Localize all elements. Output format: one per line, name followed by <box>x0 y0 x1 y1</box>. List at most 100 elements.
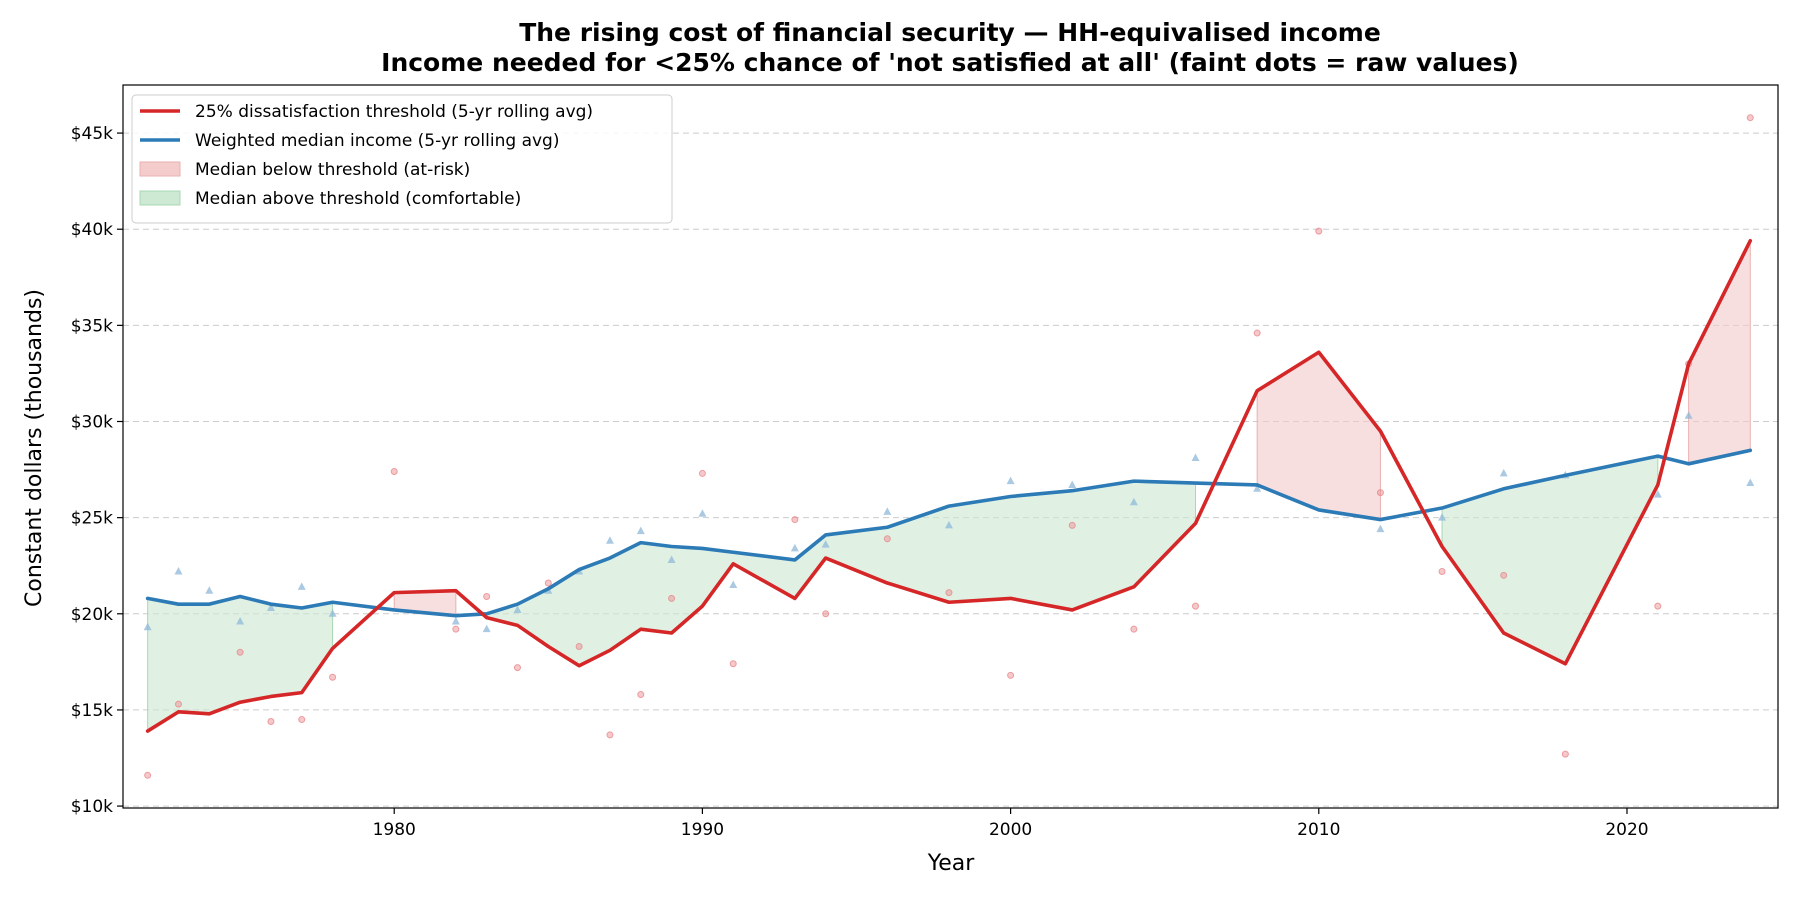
comfortable-area <box>1441 455 1659 665</box>
y-tick-label: $30k <box>71 413 113 433</box>
x-tick-label: 1980 <box>373 820 416 840</box>
raw-median-point <box>790 543 799 552</box>
y-tick-label: $35k <box>71 316 113 336</box>
chart-title: The rising cost of financial security — … <box>519 18 1381 47</box>
legend-box <box>131 94 673 224</box>
y-axis-ticks: $10k $15k $20k $25k $30k $35k $40k $45k <box>71 124 123 817</box>
raw-median-point <box>883 507 892 515</box>
raw-threshold-point <box>791 516 799 524</box>
raw-threshold-point <box>1315 227 1323 235</box>
threshold-line <box>145 238 1753 733</box>
raw-median-point <box>1129 497 1138 506</box>
raw-threshold-point <box>144 771 152 779</box>
raw-threshold-point <box>668 594 676 602</box>
raw-median-point <box>1438 513 1447 521</box>
raw-threshold-point <box>513 664 521 672</box>
raw-median-point <box>729 580 738 588</box>
y-tick-label: $10k <box>71 797 113 817</box>
raw-threshold-point <box>1438 567 1446 575</box>
raw-median-point <box>174 566 183 575</box>
raw-median-point <box>698 509 707 517</box>
raw-median-point <box>636 526 645 535</box>
chart-subtitle: Income needed for <25% chance of 'not sa… <box>381 48 1519 77</box>
raw-threshold-point <box>236 648 244 656</box>
raw-median-point <box>205 586 214 594</box>
raw-threshold-point <box>1068 521 1076 529</box>
raw-threshold-point <box>1192 602 1200 610</box>
raw-threshold-point <box>1500 571 1508 579</box>
y-tick-label: $15k <box>71 701 113 721</box>
raw-threshold-point <box>1376 489 1384 497</box>
raw-threshold-point <box>822 610 830 618</box>
raw-median-point <box>236 616 245 625</box>
x-tick-label: 2020 <box>1605 820 1648 840</box>
y-tick-label: $45k <box>71 124 113 144</box>
raw-median-point <box>143 622 152 631</box>
raw-threshold-point <box>729 660 737 668</box>
raw-median-point <box>1253 484 1262 492</box>
raw-median-point <box>1746 478 1755 487</box>
raw-median-point <box>1191 453 1200 462</box>
legend: 25% dissatisfaction threshold (5-yr roll… <box>131 94 673 224</box>
raw-threshold-point <box>174 700 182 708</box>
grid <box>123 132 1778 807</box>
raw-median-point <box>513 605 522 613</box>
raw-threshold-point <box>1130 625 1138 633</box>
raw-threshold-point <box>1007 671 1015 679</box>
y-tick-label: $25k <box>71 509 113 529</box>
raw-median-point <box>1653 490 1662 498</box>
plot-frame <box>122 84 1779 809</box>
raw-threshold-point <box>267 717 275 725</box>
raw-median-point <box>1684 411 1693 419</box>
raw-threshold-point <box>298 716 306 724</box>
raw-median-point <box>944 520 953 529</box>
x-tick-label: 2010 <box>1297 820 1340 840</box>
raw-median-point <box>297 582 306 590</box>
legend-swatch-patch <box>139 190 181 206</box>
legend-swatch-patch <box>139 161 181 177</box>
raw-median-point <box>821 540 830 548</box>
raw-threshold-point <box>390 467 398 475</box>
raw-threshold-point <box>575 642 583 650</box>
x-axis-ticks: 1980 1990 2000 2010 2020 <box>373 808 1649 840</box>
raw-threshold-point <box>698 469 706 477</box>
raw-median-point <box>667 555 676 563</box>
comfortable-area <box>486 480 1197 667</box>
raw-median-point <box>1068 480 1077 488</box>
x-tick-label: 1990 <box>681 820 724 840</box>
raw-median-point <box>1499 468 1508 477</box>
raw-threshold-point <box>1561 750 1569 758</box>
raw-median-point <box>328 609 337 617</box>
raw-threshold-point <box>1253 329 1261 337</box>
raw-threshold-point <box>883 535 891 543</box>
legend-label: Weighted median income (5-yr rolling avg… <box>195 131 559 151</box>
raw-median-point <box>1006 476 1015 485</box>
raw-median-point <box>605 536 614 544</box>
raw-threshold-point <box>637 691 645 699</box>
raw-threshold-point <box>544 579 552 587</box>
legend-label: Median below threshold (at-risk) <box>195 160 470 180</box>
raw-median-point <box>451 616 460 625</box>
raw-threshold-point <box>1746 114 1754 122</box>
raw-threshold-point <box>329 673 337 681</box>
raw-median-point <box>266 603 275 612</box>
y-tick-label: $20k <box>71 605 113 625</box>
comfortable-area <box>147 595 334 732</box>
raw-median-point <box>1376 524 1385 533</box>
legend-label: Median above threshold (comfortable) <box>195 189 521 209</box>
at-risk-area <box>1688 240 1751 465</box>
raw-threshold-point <box>1654 602 1662 610</box>
x-axis-label: Year <box>927 851 976 876</box>
y-tick-label: $40k <box>71 220 113 240</box>
raw-threshold-point <box>606 731 614 739</box>
raw-threshold-point <box>945 589 953 597</box>
x-tick-label: 2000 <box>989 820 1032 840</box>
raw-median-point <box>482 624 491 633</box>
legend-label: 25% dissatisfaction threshold (5-yr roll… <box>195 102 593 122</box>
median-income-line <box>145 448 1753 618</box>
raw-threshold-point <box>483 592 491 600</box>
y-axis-label: Constant dollars (thousands) <box>22 289 47 607</box>
series-lines <box>145 238 1753 733</box>
